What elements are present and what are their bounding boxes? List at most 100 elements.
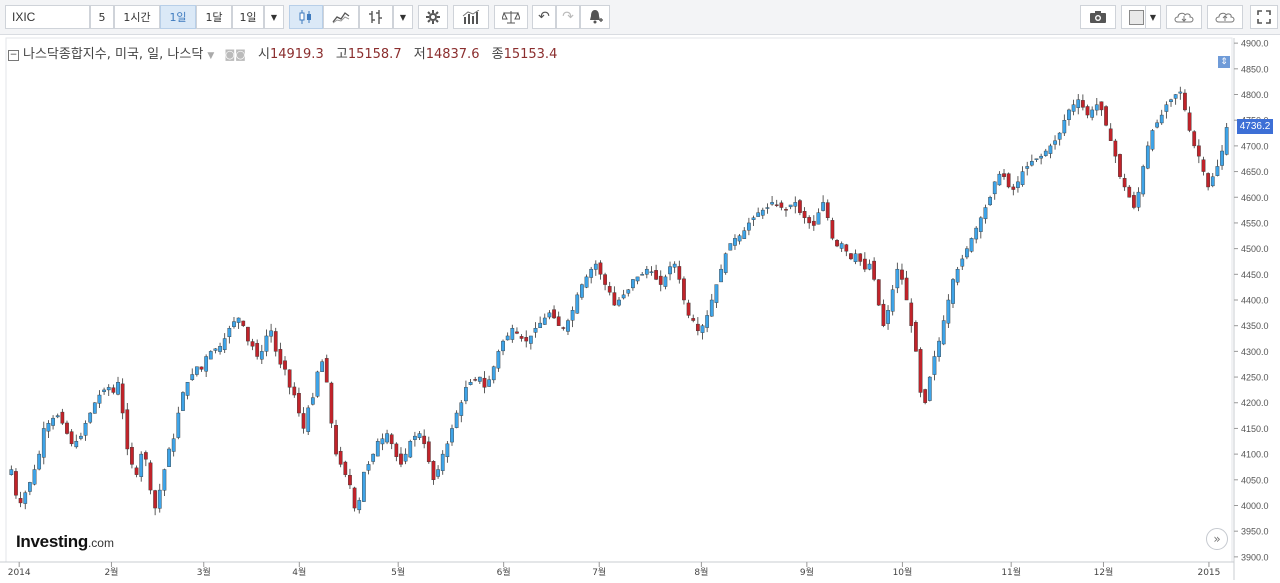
high-label: 고 [335,47,348,62]
candle-body [162,469,167,491]
candle-body [297,393,301,414]
candle-body [371,453,376,462]
x-tick-label: 3월 [197,566,211,578]
candle-body [227,328,232,338]
candle-body [199,366,204,370]
compare-icon[interactable] [494,5,528,29]
bar-chart-icon[interactable] [359,5,393,29]
candle-body [9,469,14,475]
candle-body [55,415,60,418]
interval-1hour-button[interactable]: 1시간 [114,5,160,29]
line-chart-icon[interactable] [323,5,359,29]
candle-body [431,461,436,481]
collapse-icon[interactable]: − [8,50,19,61]
candle-body [784,209,788,211]
candle-body [399,453,403,465]
scroll-forward-button[interactable]: » [1206,528,1228,550]
chart-area[interactable]: 3900.0 3950.0 4000.0 4050.0 4100.0 4150.0 4200… [0,35,1280,583]
x-tick-label: 2월 [104,566,118,578]
y-tick-label: 4600.0 [1241,193,1269,203]
symbol-input[interactable]: IXIC [5,5,90,29]
candle-body [450,428,454,443]
settings-icon[interactable] [418,5,448,29]
candle-body [886,310,890,324]
candle-body [1085,106,1090,116]
interval-1day-button[interactable]: 1일 [160,5,196,29]
scale-toggle-icon[interactable]: ⇕ [1218,56,1230,68]
chart-type-dropdown[interactable]: ▼ [393,5,413,29]
candle-body [1053,140,1057,145]
candle-body [668,266,672,275]
color-dropdown[interactable]: ▼ [1145,5,1161,29]
candle-body [658,275,663,285]
candle-body [357,500,362,511]
interval-1month-button[interactable]: 1달 [196,5,232,29]
candle-body [1099,101,1104,111]
candle-body [23,492,28,504]
interval-custom-button[interactable]: 1일 [232,5,264,29]
candle-body [167,448,171,467]
candle-body [1155,122,1159,128]
redo-icon[interactable]: ↷ [556,5,580,29]
interval-number[interactable]: 5 [90,5,114,29]
candle-body [37,453,42,470]
candle-body [473,379,478,381]
candle-body [802,211,807,219]
legend-dropdown-icon[interactable]: ▼ [207,51,215,61]
x-tick-label: 2015 [1197,568,1220,578]
candle-body [208,351,213,360]
candle-body [858,253,863,262]
candle-body [890,289,895,312]
candle-body [709,299,714,317]
candle-body [584,276,589,288]
y-tick-label: 4850.0 [1241,64,1269,74]
candle-body [477,376,482,382]
candle-body [937,340,941,357]
undo-icon[interactable]: ↶ [532,5,556,29]
low-value: 14837.6 [425,47,480,62]
candle-body [65,422,69,434]
candle-body [445,443,450,458]
y-tick-label: 4400.0 [1241,296,1269,306]
interval-dropdown[interactable]: ▼ [264,5,284,29]
candle-body [561,327,566,329]
x-tick-label: 9월 [800,566,814,578]
candle-body [83,423,88,436]
candle-body [190,374,195,381]
candle-body [677,266,682,280]
indicators-icon[interactable] [453,5,489,29]
candle-body [1122,178,1127,188]
candle-body [1025,166,1030,169]
candle-body [69,431,74,445]
candle-body [324,358,329,383]
candle-body [422,435,427,445]
candle-body [621,294,626,299]
close-value: 15153.4 [503,47,558,62]
candlestick-icon[interactable] [289,5,323,29]
candle-body [153,490,157,509]
candle-body [946,299,951,324]
alert-icon[interactable] [580,5,610,29]
candle-body [1220,150,1224,166]
candle-body [468,381,473,385]
candle-body [255,343,260,357]
candle-body [1048,145,1053,154]
y-tick-label: 4700.0 [1241,141,1269,151]
candle-body [570,310,575,321]
candle-body [102,389,106,392]
candle-body [519,336,524,339]
candle-body [1173,94,1178,99]
candle-body [695,323,700,332]
visibility-icons[interactable]: ◙◙ [224,48,246,61]
cloud-upload-icon[interactable] [1207,5,1243,29]
y-tick-label: 3950.0 [1241,527,1269,537]
camera-icon[interactable] [1080,5,1116,29]
fullscreen-icon[interactable] [1250,5,1278,29]
candle-body [361,471,366,502]
y-tick-label: 4300.0 [1241,347,1269,357]
cloud-download-icon[interactable] [1166,5,1202,29]
candle-body [97,394,102,404]
candle-body [589,268,594,278]
candle-body [988,197,992,206]
candlestick-chart[interactable]: 3900.0 3950.0 4000.0 4050.0 4100.0 4150.0 4200… [0,35,1280,583]
